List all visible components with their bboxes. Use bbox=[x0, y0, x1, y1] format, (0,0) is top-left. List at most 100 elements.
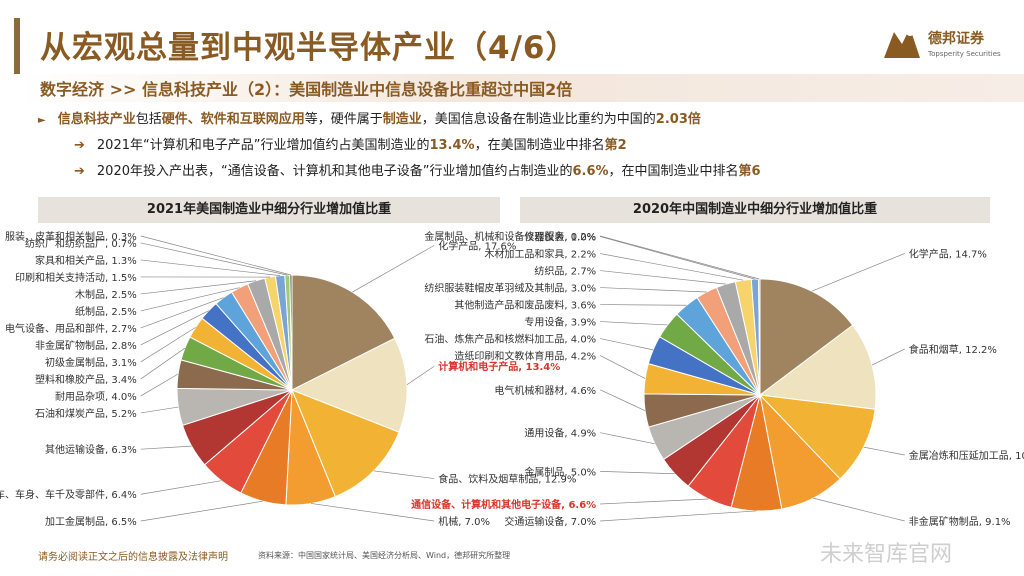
cn-slice-label-8: 电气机械和器材, 4.6% bbox=[494, 384, 596, 397]
cn-slice-label-4: 交通运输设备, 7.0% bbox=[504, 515, 596, 528]
page-title: 从宏观总量到中观半导体产业（4/6） bbox=[40, 30, 578, 66]
cn-leader-line-16 bbox=[600, 236, 755, 280]
us-slice-label-13: 纸制品, 2.5% bbox=[75, 305, 137, 318]
us-slice-label-8: 耐用品杂项, 4.0% bbox=[55, 390, 137, 403]
cn-slice-label-16: 仪器仪表, 1.0% bbox=[524, 231, 596, 244]
us-leader-line-9 bbox=[140, 347, 186, 380]
cn-leader-line-14 bbox=[600, 270, 726, 285]
bullet-1-term: 制造业 bbox=[382, 112, 422, 127]
cn-leader-line-10 bbox=[600, 338, 654, 351]
cn-leader-line-4 bbox=[600, 510, 757, 522]
us-leader-line-17 bbox=[140, 242, 288, 276]
us-slice-label-16: 家具和相关产品, 1.3% bbox=[35, 254, 137, 267]
us-slice-label-12: 电气设备、用品和部件, 2.7% bbox=[5, 322, 137, 335]
arrow-bullet-icon: ➔ bbox=[74, 138, 85, 153]
bullet-1: ► 信息科技产业包括硬件、软件和互联网应用等，硬件属于制造业，美国信息设备在制造业… bbox=[38, 108, 701, 127]
cn-leader-line-15 bbox=[600, 253, 744, 281]
us-leader-line-11 bbox=[140, 310, 209, 346]
footer-disclaimer: 请务必阅读正文之后的信息披露及法律声明 bbox=[38, 552, 228, 563]
cn-chart-title: 2020年中国制造业中细分行业增加值比重 bbox=[520, 197, 990, 223]
us-slice-label-15: 印刷和相关支持活动, 1.5% bbox=[15, 271, 137, 284]
cn-pie-slice-2 bbox=[758, 394, 876, 480]
cn-slice-label-3: 非金属矿物制品, 9.1% bbox=[909, 515, 1011, 528]
logo-text-en: Topsperity Securities bbox=[928, 50, 1001, 58]
cn-slice-label-17: 金属制品、机械和设备修理服务, 0.2% bbox=[424, 230, 596, 243]
us-leader-line-14 bbox=[140, 280, 257, 295]
cn-leader-line-1 bbox=[871, 348, 905, 366]
bullet-3-rank: 第6 bbox=[738, 164, 761, 179]
cn-slice-label-15: 木材加工品和家具, 2.2% bbox=[484, 248, 596, 261]
subtitle-band bbox=[20, 74, 1024, 102]
cn-slice-label-7: 通用设备, 4.9% bbox=[524, 427, 596, 440]
us-leader-line-8 bbox=[140, 373, 179, 397]
cn-leader-line-7 bbox=[600, 432, 655, 445]
cn-leader-line-9 bbox=[600, 355, 646, 379]
us-slice-label-18: 服装、皮革和相关制品, 0.3% bbox=[5, 230, 137, 243]
page-subtitle: 数字经济 >> 信息科技产业（2）：美国制造业中信息设备比重超过中国2倍 bbox=[40, 80, 573, 99]
bullet-3-value: 6.6% bbox=[572, 164, 609, 179]
bullet-2-rank: 第2 bbox=[604, 138, 627, 153]
cn-slice-label-10: 石油、炼焦产品和核燃料加工品, 4.0% bbox=[424, 333, 596, 346]
cn-slice-label-1: 食品和烟草, 12.2% bbox=[909, 343, 997, 356]
bullet-3-text: 2020年投入产出表，“通信设备、计算机和其他电子设备”行业增加值约占制造业的 bbox=[96, 164, 573, 179]
logo-text-cn: 德邦证券 bbox=[928, 31, 984, 47]
cn-leader-line-5 bbox=[600, 498, 709, 505]
us-leader-line-10 bbox=[140, 327, 196, 363]
cn-leader-line-3 bbox=[813, 497, 905, 522]
cn-leader-line-12 bbox=[600, 304, 687, 306]
cn-slice-label-11: 专用设备, 3.9% bbox=[524, 316, 596, 329]
bullet-1-term: 硬件、软件和互联网应用 bbox=[161, 112, 305, 127]
bullet-2: ➔ 2021年“计算机和电子产品”行业增加值约占美国制造业的13.4%，在美国制造… bbox=[74, 134, 627, 153]
footer-source: 资料来源：中国国家统计局、美国经济分析局、Wind，德邦研究所整理 bbox=[258, 551, 511, 560]
cn-leader-line-6 bbox=[600, 471, 675, 475]
cn-leader-line-2 bbox=[863, 446, 905, 456]
cn-slice-label-14: 纺织品, 2.7% bbox=[534, 265, 596, 278]
us-slice-label-5: 汽车整车、车身、车千及零部件, 6.4% bbox=[0, 488, 137, 501]
us-slice-label-4: 加工金属制品, 6.5% bbox=[45, 515, 137, 528]
us-leader-line-18 bbox=[140, 235, 292, 276]
cn-pie-slice-0 bbox=[759, 278, 854, 397]
cn-slice-label-2: 金属冶炼和压延加工品, 10.9% bbox=[909, 449, 1024, 462]
us-slice-label-7: 石油和煤炭产品, 5.2% bbox=[35, 407, 137, 420]
cn-pie-slice-1 bbox=[758, 324, 877, 410]
cn-leader-line-13 bbox=[600, 287, 707, 293]
triangle-bullet-icon: ► bbox=[38, 115, 46, 126]
us-slice-label-1: 计算机和电子产品, 13.4% bbox=[438, 360, 560, 373]
us-chart-title: 2021年美国制造业中细分行业增加值比重 bbox=[38, 197, 500, 223]
company-logo: 德邦证券 Topsperity Securities bbox=[880, 22, 1010, 68]
us-slice-label-6: 其他运输设备, 6.3% bbox=[45, 443, 137, 456]
us-slice-label-11: 非金属矿物制品, 2.8% bbox=[35, 339, 137, 352]
us-slice-label-9: 塑料和橡胶产品, 3.4% bbox=[35, 373, 137, 386]
us-slice-label-10: 初级金属制品, 3.1% bbox=[45, 356, 137, 369]
us-leader-line-4 bbox=[140, 500, 263, 522]
bullet-1-value: 2.03倍 bbox=[655, 112, 701, 127]
us-leader-line-1 bbox=[406, 365, 435, 386]
bullet-3-text: ，在中国制造业中排名 bbox=[608, 164, 739, 179]
us-leader-line-3 bbox=[310, 503, 435, 522]
us-slice-label-14: 木制品, 2.5% bbox=[75, 288, 137, 301]
bullet-2-text: ，在美国制造业中排名 bbox=[474, 138, 605, 153]
cn-slice-label-6: 金属制品, 5.0% bbox=[524, 465, 596, 478]
cn-slice-label-5: 通信设备、计算机和其他电子设备, 6.6% bbox=[411, 498, 596, 511]
us-pie-slice-1 bbox=[290, 337, 408, 433]
bullet-1-text: ，美国信息设备在制造业比重约为中国的 bbox=[421, 112, 656, 127]
us-leader-line-6 bbox=[140, 445, 192, 450]
watermark: 未来智库官网 bbox=[820, 542, 953, 567]
bullet-2-text: 2021年“计算机和电子产品”行业增加值约占美国制造业的 bbox=[96, 138, 430, 153]
cn-leader-line-8 bbox=[600, 389, 646, 411]
us-slice-label-3: 机械, 7.0% bbox=[438, 515, 490, 528]
bullet-1-term: 信息科技产业 bbox=[57, 112, 136, 127]
arrow-bullet-icon: ➔ bbox=[74, 164, 85, 179]
bullet-1-text: 包括 bbox=[135, 112, 162, 127]
cn-leader-line-11 bbox=[600, 321, 668, 326]
us-leader-line-13 bbox=[140, 287, 240, 312]
us-pie-slice-0 bbox=[291, 274, 396, 391]
cn-slice-label-0: 化学产品, 14.7% bbox=[909, 247, 987, 260]
us-leader-line-0 bbox=[352, 245, 435, 293]
us-slice-label-2: 食品、饮料及烟草制品, 12.9% bbox=[438, 473, 576, 486]
us-leader-line-5 bbox=[140, 480, 222, 495]
bullet-1-text: 等，硬件属于 bbox=[304, 112, 383, 127]
cn-leader-line-0 bbox=[811, 253, 905, 292]
us-leader-line-12 bbox=[140, 297, 224, 329]
